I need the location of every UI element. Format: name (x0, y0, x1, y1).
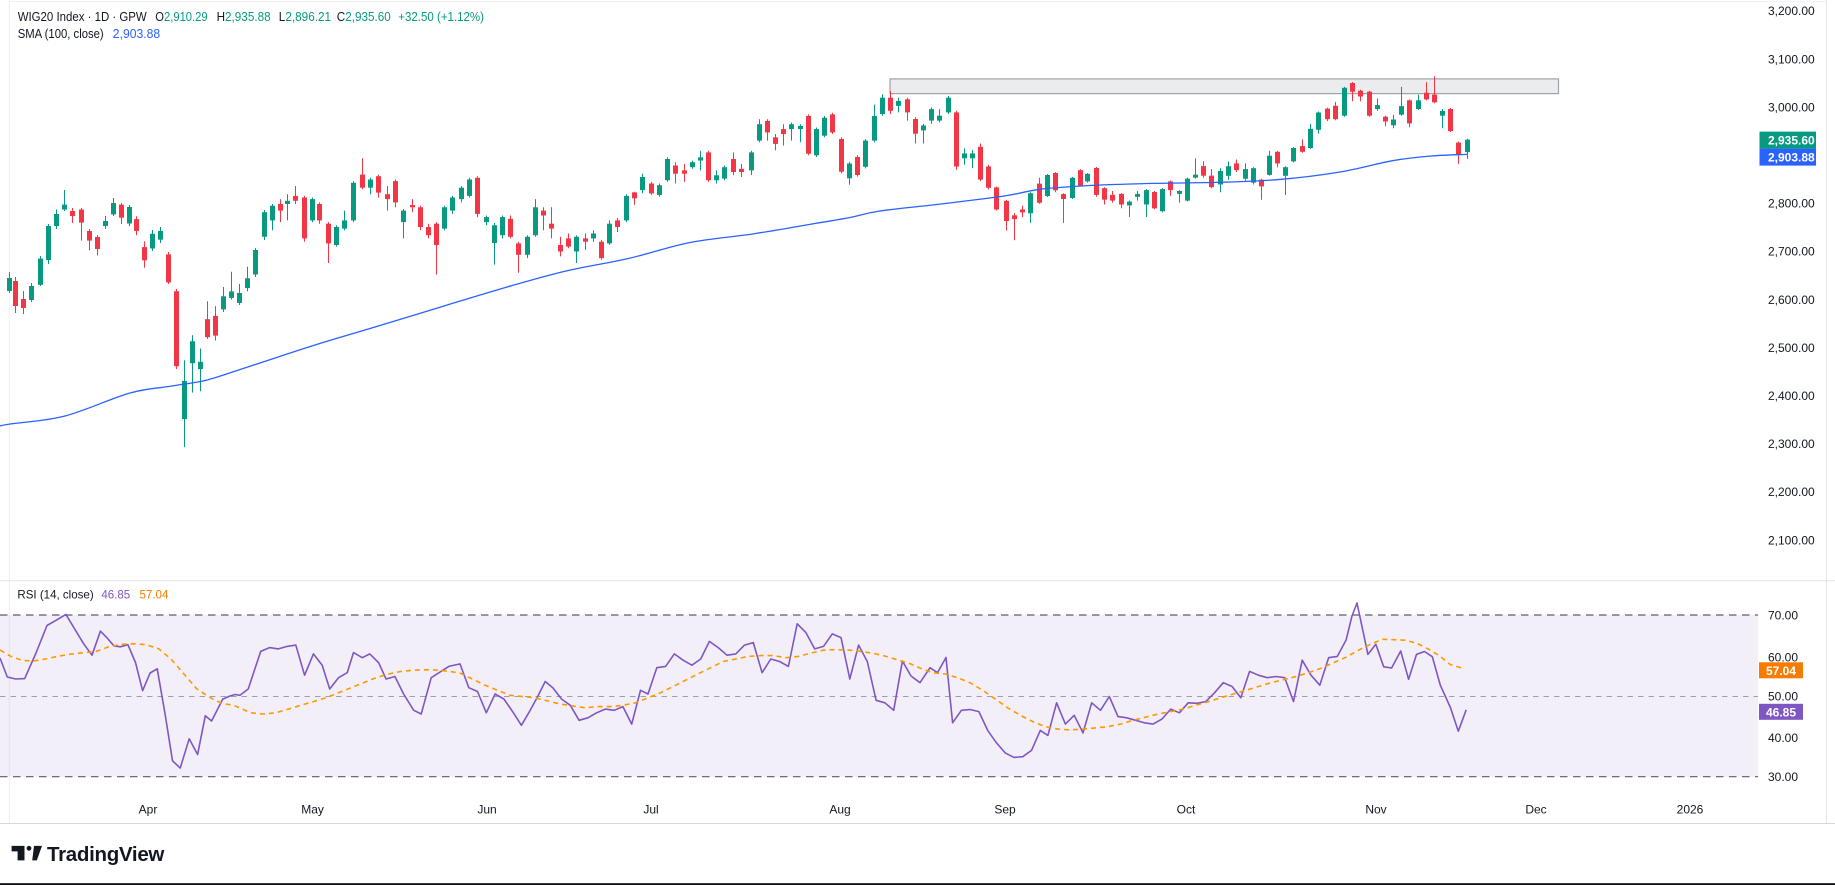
svg-text:SMA (100, close): SMA (100, close) (18, 27, 104, 41)
svg-text:46.85: 46.85 (101, 588, 130, 602)
svg-text:H2,935.88: H2,935.88 (217, 10, 271, 24)
svg-text:O2,910.29: O2,910.29 (155, 10, 207, 24)
svg-text:3,100.00: 3,100.00 (1768, 52, 1815, 66)
svg-text:2,700.00: 2,700.00 (1768, 245, 1815, 259)
svg-text:RSI (14, close): RSI (14, close) (17, 588, 93, 602)
svg-text:Jul: Jul (643, 803, 658, 817)
svg-text:2,935.60: 2,935.60 (1768, 134, 1815, 148)
svg-text:30.00: 30.00 (1768, 770, 1798, 784)
svg-text:2,903.88: 2,903.88 (113, 27, 160, 41)
svg-text:Aug: Aug (829, 803, 850, 817)
svg-text:2,600.00: 2,600.00 (1768, 293, 1815, 307)
svg-text:Dec: Dec (1525, 803, 1546, 817)
svg-text:2,400.00: 2,400.00 (1768, 389, 1815, 403)
svg-text:2,500.00: 2,500.00 (1768, 341, 1815, 355)
svg-text:L2,896.21: L2,896.21 (279, 10, 331, 24)
svg-text:Sep: Sep (994, 803, 1016, 817)
svg-text:2,300.00: 2,300.00 (1768, 437, 1815, 451)
svg-text:60.00: 60.00 (1768, 651, 1798, 665)
svg-text:WIG20 Index · 1D · GPW: WIG20 Index · 1D · GPW (18, 10, 147, 24)
svg-text:2,903.88: 2,903.88 (1768, 151, 1815, 165)
svg-text:May: May (301, 803, 324, 817)
svg-text:+32.50 (+1.12%): +32.50 (+1.12%) (398, 10, 484, 24)
svg-text:C2,935.60: C2,935.60 (337, 10, 391, 24)
svg-text:Jun: Jun (477, 803, 496, 817)
svg-text:57.04: 57.04 (140, 588, 169, 602)
svg-text:57.04: 57.04 (1766, 664, 1796, 678)
svg-text:Nov: Nov (1365, 803, 1386, 817)
svg-text:70.00: 70.00 (1768, 608, 1798, 622)
svg-text:50.00: 50.00 (1768, 689, 1798, 703)
svg-text:Apr: Apr (139, 803, 158, 817)
svg-text:2,800.00: 2,800.00 (1768, 197, 1815, 211)
svg-text:TradingView: TradingView (47, 843, 164, 866)
svg-text:2,100.00: 2,100.00 (1768, 533, 1815, 547)
svg-text:2026: 2026 (1677, 803, 1704, 817)
svg-text:3,000.00: 3,000.00 (1768, 101, 1815, 115)
svg-text:Oct: Oct (1177, 803, 1196, 817)
svg-text:3,200.00: 3,200.00 (1768, 4, 1815, 18)
svg-text:40.00: 40.00 (1768, 731, 1798, 745)
svg-text:46.85: 46.85 (1766, 706, 1796, 720)
svg-text:2,200.00: 2,200.00 (1768, 485, 1815, 499)
